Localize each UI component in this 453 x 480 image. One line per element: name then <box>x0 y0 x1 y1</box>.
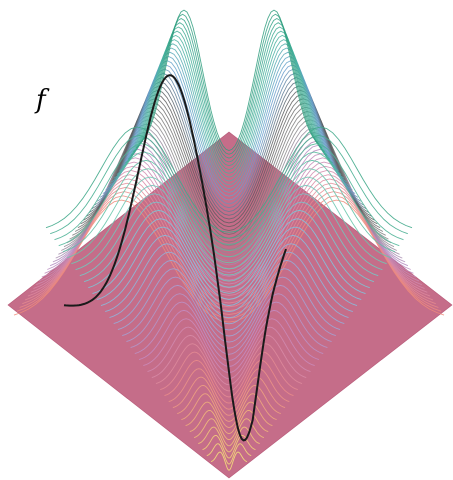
contour-line <box>109 251 349 325</box>
function-curve <box>63 74 287 442</box>
contour-line <box>202 434 256 459</box>
contour-line <box>105 60 353 197</box>
contour-line <box>91 81 367 216</box>
front-contour-lines <box>45 126 413 471</box>
contour-line <box>130 293 328 355</box>
contour-line <box>58 151 400 252</box>
contour-line <box>99 68 359 205</box>
contour-line <box>164 359 294 404</box>
contour-line <box>185 401 273 435</box>
contour-line <box>133 17 325 159</box>
contour-line <box>67 168 391 264</box>
contour-line <box>92 218 366 300</box>
contour-line <box>50 134 408 239</box>
contour-line <box>113 47 345 186</box>
contour-line <box>54 143 404 245</box>
contour-line <box>135 13 323 155</box>
contour-line <box>155 343 303 392</box>
contour-line <box>122 34 336 174</box>
contour-line <box>116 43 342 182</box>
contour-line <box>130 22 328 163</box>
contour-line <box>75 184 383 276</box>
contour-line <box>177 384 281 422</box>
contour-line <box>160 351 298 398</box>
contour-line <box>206 443 252 465</box>
contour-line <box>88 209 370 294</box>
contour-line <box>117 268 341 337</box>
contour-line <box>126 284 332 349</box>
contour-line <box>83 201 375 288</box>
contour-line <box>127 26 331 167</box>
contour-line <box>210 451 248 471</box>
contour-line <box>71 176 387 270</box>
contour-line <box>189 409 269 441</box>
contour-line <box>138 9 320 151</box>
contour-line <box>62 159 396 258</box>
contour-line <box>151 334 307 386</box>
contour-line <box>13 199 445 323</box>
function-label: f <box>34 85 50 115</box>
contour-line <box>108 55 350 193</box>
contour-line <box>113 259 345 331</box>
contour-line <box>122 276 336 343</box>
contour-line <box>96 226 362 306</box>
contour-line <box>181 393 277 428</box>
contour-line <box>105 243 353 319</box>
contour-line <box>134 301 324 361</box>
contour-line <box>79 193 379 282</box>
contour-line <box>97 72 361 209</box>
contour-line <box>119 39 339 178</box>
contour-line <box>124 30 334 170</box>
contour-line <box>172 376 286 416</box>
contour-line <box>168 368 290 410</box>
contour-line <box>102 64 356 201</box>
contour-line <box>100 234 358 313</box>
contour-line <box>110 51 348 190</box>
contour-line <box>45 126 413 233</box>
